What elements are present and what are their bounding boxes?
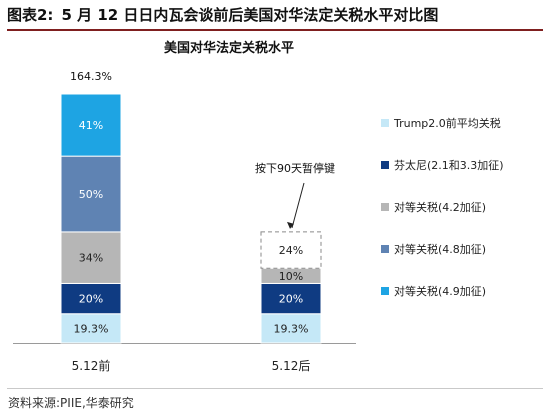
stacked-bar-chart: 美国对华法定关税水平 19.3% 20% 34% 50% 41% 5.12前 164.3% 19… [13, 40, 504, 373]
data-label: 41% [79, 119, 103, 132]
legend-swatch [381, 245, 389, 253]
x-tick-label: 5.12前 [72, 358, 111, 373]
legend-label: 对等关税(4.8加征) [394, 242, 486, 256]
bar-segment [60, 231, 122, 284]
chart-title: 美国对华法定关税水平 [164, 40, 294, 56]
annotation-arrow-head [287, 221, 294, 229]
legend-swatch [381, 203, 389, 211]
legend-label: 对等关税(4.2加征) [394, 200, 486, 214]
total-label: 164.3% [70, 70, 112, 83]
figure-label: 图表2: [7, 6, 54, 24]
bar-segment [60, 155, 122, 233]
bar-segment [60, 313, 122, 344]
legend-label: 对等关税(4.9加征) [394, 284, 486, 298]
bar-segment [260, 282, 322, 315]
data-label: 20% [279, 293, 303, 306]
source-note: 资料来源:PIIE,华泰研究 [8, 396, 134, 410]
bottom-divider [7, 388, 543, 389]
suspended-tariff-label: 24% [279, 244, 303, 257]
data-label: 20% [79, 293, 103, 306]
x-tick-label: 5.12后 [272, 359, 311, 373]
legend-label: 芬太尼(2.1和3.3加征) [394, 159, 504, 172]
annotation-arrow-line [291, 182, 305, 229]
legend-swatch [381, 161, 389, 169]
pause-annotation: 按下90天暂停键 [255, 161, 335, 175]
figure-title: 图表2: 5 月 12 日日内瓦会谈前后美国对华法定关税水平对比图 [7, 3, 543, 31]
data-label: 19.3% [274, 322, 309, 335]
bar-segment [60, 93, 122, 157]
suspended-tariff-box [260, 231, 322, 269]
data-label: 34% [79, 252, 103, 265]
legend-swatch [381, 119, 389, 127]
legend-swatch [381, 287, 389, 295]
legend-label: Trump2.0前平均关税 [393, 116, 501, 130]
data-label: 10% [279, 270, 303, 283]
data-label: 19.3% [74, 322, 109, 335]
data-label: 50% [79, 188, 103, 201]
figure-title-text: 5 月 12 日日内瓦会谈前后美国对华法定关税水平对比图 [61, 6, 439, 24]
